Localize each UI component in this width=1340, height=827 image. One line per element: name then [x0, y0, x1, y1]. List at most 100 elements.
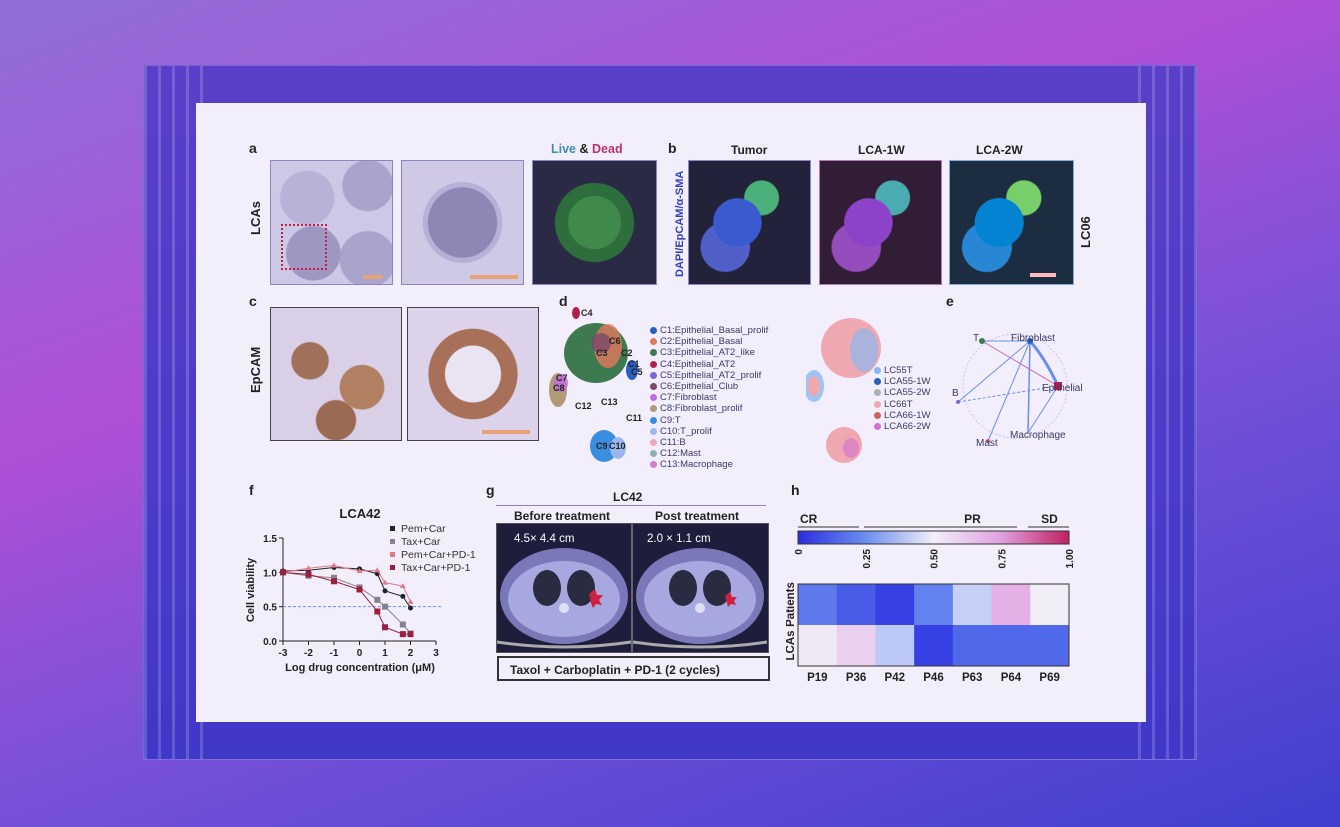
- legend-swatch: [650, 416, 657, 424]
- legend-label: C6:Epithelial_Club: [660, 381, 739, 393]
- panel-label-g: g: [486, 482, 495, 498]
- series-line: [282, 564, 411, 603]
- ihc-image: [270, 307, 402, 441]
- legend-label: LC66T: [884, 398, 913, 410]
- response-group-label: PR: [964, 512, 981, 526]
- data-point: [399, 583, 406, 589]
- legend-item: LC66T: [874, 399, 930, 410]
- post-title: Post treatment: [655, 509, 740, 523]
- legend-label: C11:B: [660, 437, 686, 449]
- y-tick-label: 0.5: [263, 603, 277, 614]
- colorbar-tick-label: 0: [794, 549, 805, 555]
- legend-label: C5:Epithelial_AT2_prolif: [660, 369, 762, 381]
- node-epithelial: Epithelial: [1042, 383, 1083, 394]
- sample-label: LC06: [1078, 216, 1093, 248]
- data-point: [356, 567, 363, 573]
- legend-swatch: [874, 423, 881, 431]
- data-point: [331, 578, 337, 585]
- legend-label: Tax+Car: [401, 536, 441, 548]
- row-label-epcam: EpCAM: [248, 346, 263, 393]
- legend-item: C3:Epithelial_AT2_like: [650, 347, 768, 358]
- data-point: [305, 565, 312, 571]
- legend-item: LCA66-1W: [874, 410, 930, 421]
- data-point: [382, 603, 388, 610]
- ct-scans: [496, 524, 769, 652]
- legend-swatch: [650, 383, 657, 391]
- x-tick-label: -1: [330, 648, 339, 659]
- legend-label: C4:Epithelial_AT2: [660, 358, 736, 370]
- heatmap-cell: [991, 584, 1031, 626]
- legend-item: C5:Epithelial_AT2_prolif: [650, 370, 768, 381]
- lca-2w-image: [949, 160, 1074, 285]
- legend-label: C8:Fibroblast_prolif: [660, 403, 743, 415]
- interaction-network: [956, 333, 1068, 443]
- legend-label: C7:Fibroblast: [660, 392, 717, 404]
- data-point: [356, 586, 363, 593]
- legend-swatch: [650, 349, 657, 357]
- brightfield-image: [270, 160, 393, 285]
- legend-item: C12:Mast: [650, 448, 768, 459]
- legend-swatch: [650, 405, 657, 413]
- legend-swatch: [874, 389, 881, 397]
- node-t: T: [973, 333, 980, 344]
- figure: a LCAs Live & Dead b DAPI/EpCAM/α-SMA Tu…: [196, 103, 1146, 722]
- legend-item: LCA66-2W: [874, 421, 930, 432]
- legend-item: LC55T: [874, 365, 930, 376]
- node-macrophage: Macrophage: [1010, 430, 1066, 441]
- y-tick-label: 1.5: [263, 534, 277, 545]
- heatmap-cell: [1030, 625, 1070, 667]
- legend-swatch: [650, 327, 657, 334]
- legend-item: C6:Epithelial_Club: [650, 381, 768, 392]
- live-dead-image: [532, 160, 657, 285]
- legend-marker: [390, 526, 395, 531]
- tumor-image: [688, 160, 811, 285]
- x-tick-label: -3: [279, 648, 288, 659]
- heatmap-border: [797, 583, 1070, 667]
- legend-item: C10:T_prolif: [650, 426, 768, 437]
- legend-label: LCA55-1W: [884, 376, 931, 388]
- legend-item: C4:Epithelial_AT2: [650, 359, 768, 370]
- lca-1w-image: [819, 160, 942, 285]
- x-tick-label: 3: [433, 648, 439, 659]
- x-tick-label: -2: [304, 648, 313, 659]
- legend-marker: [390, 552, 395, 557]
- before-title: Before treatment: [514, 509, 611, 523]
- response-heatmap: CR PR SD 0 0.25 0.50 0.75 1.00 P19 P36 P42 P46 P63 P6…: [786, 512, 1076, 684]
- panel-label-a: a: [249, 140, 257, 156]
- heatmap-cell: [914, 625, 954, 667]
- series-line: [282, 571, 411, 635]
- legend-label: LCA66-2W: [884, 421, 931, 433]
- x-tick-label: 1: [382, 648, 388, 659]
- response-group-label: SD: [1041, 512, 1058, 526]
- legend-swatch: [874, 378, 881, 386]
- column-label: P19: [807, 672, 827, 684]
- legend-label: C1:Epithelial_Basal_prolif: [660, 325, 769, 336]
- legend-label: C13:Macrophage: [660, 459, 733, 471]
- legend-label: Tax+Car+PD-1: [401, 562, 471, 574]
- colorbar-tick-label: 0.25: [862, 549, 873, 569]
- heatmap-cell: [836, 584, 876, 626]
- heatmap-cell: [798, 625, 838, 667]
- brightfield-zoom-image: [401, 160, 524, 285]
- legend-label: LC55T: [884, 365, 913, 376]
- node-fibroblast: Fibroblast: [1011, 333, 1055, 344]
- stain-label: DAPI/EpCAM/α-SMA: [674, 170, 686, 277]
- live-dead-title: Live & Dead: [551, 142, 623, 156]
- legend-label: C12:Mast: [660, 448, 701, 460]
- dose-response-chart: LCA42 -3 -2 -1 0 1 2 3 0.0 0.5 1.0 1.5 Log drug conc…: [245, 506, 476, 674]
- row-label-patients: Patients: [786, 582, 797, 627]
- title-lca-2w: LCA-2W: [976, 143, 1023, 157]
- x-tick-label: 0: [357, 648, 363, 659]
- sample-legend: LC55T LCA55-1W LCA55-2W LC66T LCA66-1W LCA66-…: [874, 365, 930, 432]
- umap-samples: [806, 318, 881, 463]
- row-label-lcas: LCAs: [248, 201, 263, 235]
- legend-marker: [390, 539, 395, 544]
- legend-swatch: [650, 450, 657, 458]
- heatmap-cell: [952, 584, 993, 626]
- legend-marker: [390, 565, 395, 570]
- y-tick-label: 1.0: [263, 568, 277, 579]
- legend-label: C10:T_prolif: [660, 425, 712, 437]
- legend-label: Pem+Car: [401, 523, 446, 535]
- legend-swatch: [650, 360, 657, 368]
- legend-label: LCA55-2W: [884, 387, 931, 399]
